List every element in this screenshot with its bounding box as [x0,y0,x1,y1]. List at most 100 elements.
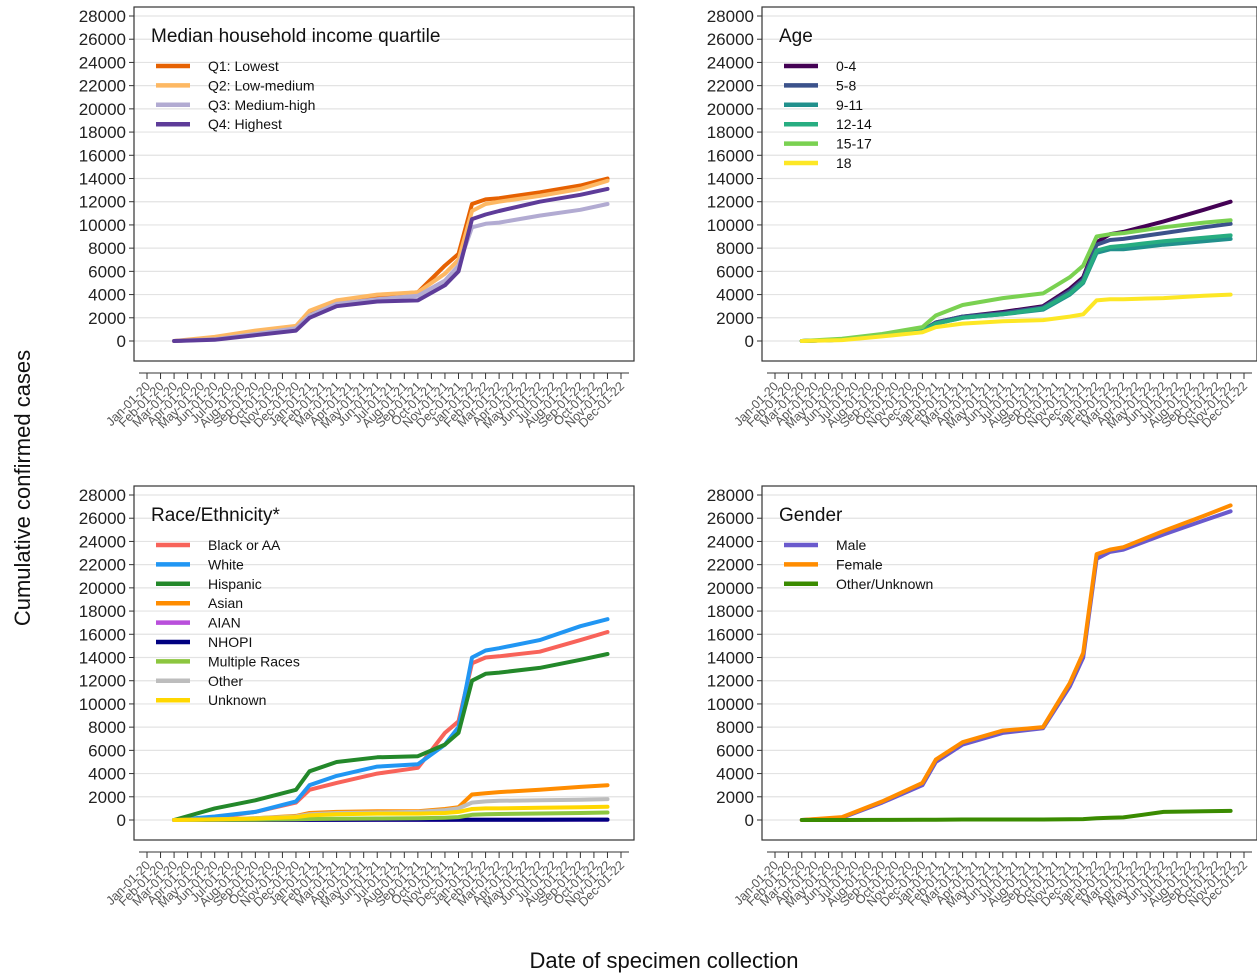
y-tick-label: 28000 [707,7,754,26]
y-tick-label: 12000 [79,672,126,691]
y-tick-label: 4000 [716,765,754,784]
y-tick-label: 8000 [716,718,754,737]
y-tick-label: 6000 [716,741,754,760]
y-tick-label: 20000 [79,100,126,119]
y-tick-label: 0 [745,332,754,351]
panel-title: Median household income quartile [151,26,440,47]
y-tick-label: 14000 [707,170,754,189]
y-tick-label: 26000 [707,509,754,528]
y-tick-label: 6000 [88,741,126,760]
legend-label: Female [836,556,883,572]
legend-label: Unknown [208,692,266,708]
panel-border [133,485,635,841]
legend-label: NHOPI [208,634,252,650]
y-tick-label: 22000 [707,556,754,575]
y-tick-label: 0 [117,332,126,351]
series-line-other-unknown [799,808,1233,822]
panel-gender: 0 2000 4000 6000 8000 10000 12000 14000 16000 180… [707,485,1257,910]
y-tick-label: 24000 [79,53,126,72]
series-line-female [799,503,1233,822]
legend-label: Multiple Races [208,653,300,669]
legend-label: Q1: Lowest [208,58,279,74]
legend-label: 9-11 [836,97,863,113]
y-tick-label: 6000 [88,262,126,281]
y-tick-label: 22000 [79,556,126,575]
legend-label: 5-8 [836,77,856,93]
y-tick-label: 4000 [716,286,754,305]
y-tick-label: 18000 [707,123,754,142]
y-tick-label: 12000 [707,193,754,212]
y-tick-label: 2000 [716,309,754,328]
panel-title: Age [779,26,813,47]
y-tick-label: 20000 [79,579,126,598]
y-tick-label: 28000 [79,7,126,26]
y-tick-label: 4000 [88,765,126,784]
y-tick-label: 14000 [79,649,126,668]
legend-label: White [208,556,244,572]
y-tick-label: 24000 [707,53,754,72]
y-tick-label: 16000 [79,146,126,165]
series-line-white [172,617,610,822]
y-tick-label: 12000 [79,193,126,212]
legend-label: Q3: Medium-high [208,97,315,113]
legend-label: Black or AA [208,537,281,553]
panels: 0200040006000800010000120001400016000180… [79,6,1257,910]
legend-label: Male [836,537,867,553]
panel-border [761,6,1257,362]
y-tick-label: 4000 [88,286,126,305]
series-line-q2-low-medium [172,178,610,343]
panel-income: 0 2000 4000 6000 8000 10000 12000 14000 16000 180… [79,6,635,431]
legend-label: Other [208,673,243,689]
y-tick-label: 24000 [79,532,126,551]
legend-label: 18 [836,155,852,171]
y-tick-label: 0 [117,811,126,830]
legend-label: Hispanic [208,576,262,592]
legend-label: AIAN [208,615,241,631]
y-tick-label: 8000 [716,239,754,258]
y-tick-label: 28000 [79,486,126,505]
y-tick-label: 0 [745,811,754,830]
series-line-unknown [172,804,610,822]
y-tick-label: 2000 [716,788,754,807]
y-tick-label: 10000 [707,695,754,714]
y-tick-label: 6000 [716,262,754,281]
series-line-hispanic [172,652,610,822]
y-tick-label: 26000 [79,30,126,49]
series-line-q4-highest [172,186,610,343]
x-axis-title: Date of specimen collection [529,948,798,973]
legend-label: 15-17 [836,136,872,152]
series-line-15-17 [799,218,1233,343]
y-axis-title: Cumulative confirmed cases [10,350,35,626]
legend: 0-4 5-8 9-11 12-14 15-17 18 [784,58,872,171]
y-tick-label: 14000 [707,649,754,668]
y-tick-label: 14000 [79,170,126,189]
legend: Male Female Other/Unknown [784,537,933,592]
y-tick-label: 22000 [79,77,126,96]
y-tick-label: 2000 [88,309,126,328]
legend: Q1: Lowest Q2: Low-medium Q3: Medium-high Q… [156,58,315,132]
y-tick-label: 10000 [707,216,754,235]
y-tick-label: 24000 [707,532,754,551]
legend-label: Q4: Highest [208,116,282,132]
y-tick-label: 12000 [707,672,754,691]
y-tick-label: 20000 [707,579,754,598]
legend: Black or AA White Hispanic Asian AIAN NHOPI Mu… [156,537,300,708]
y-tick-label: 20000 [707,100,754,119]
panel-title: Gender [779,505,843,526]
legend-label: Asian [208,595,243,611]
y-tick-label: 18000 [707,602,754,621]
y-tick-label: 16000 [79,625,126,644]
y-tick-label: 10000 [79,216,126,235]
y-tick-label: 16000 [707,146,754,165]
y-tick-label: 16000 [707,625,754,644]
y-tick-label: 22000 [707,77,754,96]
y-tick-label: 8000 [88,239,126,258]
y-tick-label: 26000 [707,30,754,49]
legend-label: Other/Unknown [836,576,933,592]
legend-label: 12-14 [836,116,872,132]
y-tick-label: 2000 [88,788,126,807]
y-tick-label: 10000 [79,695,126,714]
y-tick-label: 26000 [79,509,126,528]
y-tick-label: 8000 [88,718,126,737]
